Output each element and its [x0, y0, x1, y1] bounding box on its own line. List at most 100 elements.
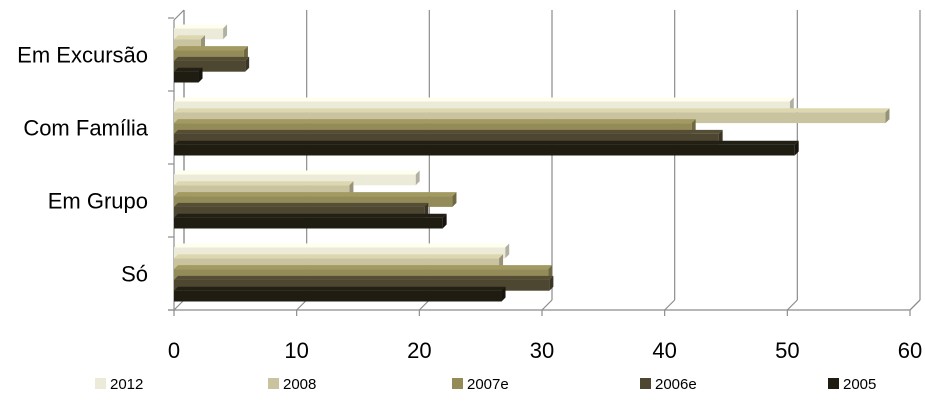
- bar-front: [174, 101, 790, 113]
- bar-top: [174, 243, 510, 248]
- bar-front: [174, 39, 201, 51]
- bar-end: [549, 275, 554, 291]
- bars: [174, 24, 890, 302]
- bar-front: [174, 112, 886, 124]
- bar-top: [174, 213, 447, 218]
- bar-end: [794, 140, 799, 156]
- bar-end: [415, 170, 420, 186]
- x-tick-labels: 0 10 20 30 40 50 60: [168, 338, 922, 363]
- bar-end: [223, 24, 228, 40]
- bar-top: [174, 24, 228, 29]
- bar-top: [174, 67, 203, 72]
- bar-top: [174, 56, 250, 61]
- bar-front: [174, 71, 199, 83]
- bar-top: [174, 202, 429, 207]
- bar-top: [174, 170, 420, 175]
- bar: [174, 24, 228, 40]
- bar-front: [174, 174, 416, 186]
- bar-top: [174, 254, 504, 259]
- category-labels: Em Excursão Com Família Em Grupo Só: [17, 43, 149, 287]
- gridline-floor: [786, 299, 798, 311]
- bar-front: [174, 196, 453, 207]
- bar-front: [174, 258, 500, 270]
- bar-front: [174, 247, 506, 259]
- bar: [174, 213, 447, 229]
- legend-swatch: [452, 378, 463, 389]
- bar-front: [174, 217, 443, 229]
- legend-swatch: [95, 378, 106, 389]
- category-label: Em Excursão: [17, 43, 148, 68]
- bar-front: [174, 123, 692, 134]
- bar: [174, 56, 250, 72]
- bar-top: [174, 108, 890, 113]
- bar-end: [501, 286, 506, 302]
- bar-front: [174, 28, 224, 40]
- legend-label: 2005: [843, 376, 876, 393]
- bar-top: [174, 119, 696, 124]
- x-tick-label: 40: [652, 338, 676, 363]
- bar-top: [174, 129, 723, 134]
- gridline-floor: [418, 299, 430, 311]
- x-tick-label: 30: [530, 338, 554, 363]
- bar-end: [198, 67, 203, 83]
- bar-top: [174, 181, 354, 186]
- bar-top: [174, 46, 248, 51]
- legend-swatch: [640, 378, 651, 389]
- bar-top: [174, 35, 205, 40]
- legend-item: 2005: [828, 376, 876, 393]
- category-label: Com Família: [23, 116, 148, 141]
- bar-top: [174, 265, 553, 270]
- bar: [174, 286, 506, 302]
- x-axis-end: [909, 299, 921, 311]
- bar-front: [174, 50, 244, 61]
- bar-front: [174, 290, 502, 302]
- x-tick-label: 20: [407, 338, 431, 363]
- bar-front: [174, 279, 550, 291]
- bar: [174, 192, 457, 207]
- legend-swatch: [828, 378, 839, 389]
- bar-top: [174, 286, 506, 291]
- legend: 2012 2008 2007e 2006e 2005: [95, 376, 876, 393]
- bar-front: [174, 185, 350, 197]
- gridline-floor: [296, 299, 308, 311]
- x-tick-label: 0: [168, 338, 180, 363]
- bar-end: [505, 243, 510, 259]
- bar-top: [174, 192, 457, 197]
- bar-top: [174, 140, 799, 145]
- bar: [174, 67, 203, 83]
- category-label: Só: [121, 262, 148, 287]
- bar: [174, 108, 890, 124]
- bar-end: [452, 192, 457, 207]
- legend-item: 2007e: [452, 376, 509, 393]
- gridline-floor: [541, 299, 553, 311]
- legend-label: 2007e: [467, 376, 509, 393]
- legend-label: 2012: [110, 376, 143, 393]
- bar-front: [174, 206, 425, 218]
- gridline-floor: [173, 299, 185, 311]
- x-tick-label: 50: [775, 338, 799, 363]
- legend-item: 2008: [268, 376, 316, 393]
- bar-front: [174, 269, 549, 280]
- bar-top: [174, 275, 554, 280]
- bar: [174, 170, 420, 186]
- bar: [174, 140, 799, 156]
- bar-front: [174, 133, 719, 145]
- bar-front: [174, 60, 246, 72]
- legend-label: 2008: [283, 376, 316, 393]
- bar: [174, 275, 554, 291]
- bar-front: [174, 144, 795, 156]
- legend-label: 2006e: [655, 376, 697, 393]
- y-axis-top: [173, 9, 185, 21]
- bar-end: [885, 108, 890, 124]
- bar: [174, 243, 510, 259]
- x-tick-label: 60: [898, 338, 922, 363]
- bar-top: [174, 97, 794, 102]
- x-tick-label: 10: [284, 338, 308, 363]
- legend-item: 2012: [95, 376, 143, 393]
- gridline-floor: [664, 299, 676, 311]
- legend-swatch: [268, 378, 279, 389]
- bar-end: [442, 213, 447, 229]
- legend-item: 2006e: [640, 376, 697, 393]
